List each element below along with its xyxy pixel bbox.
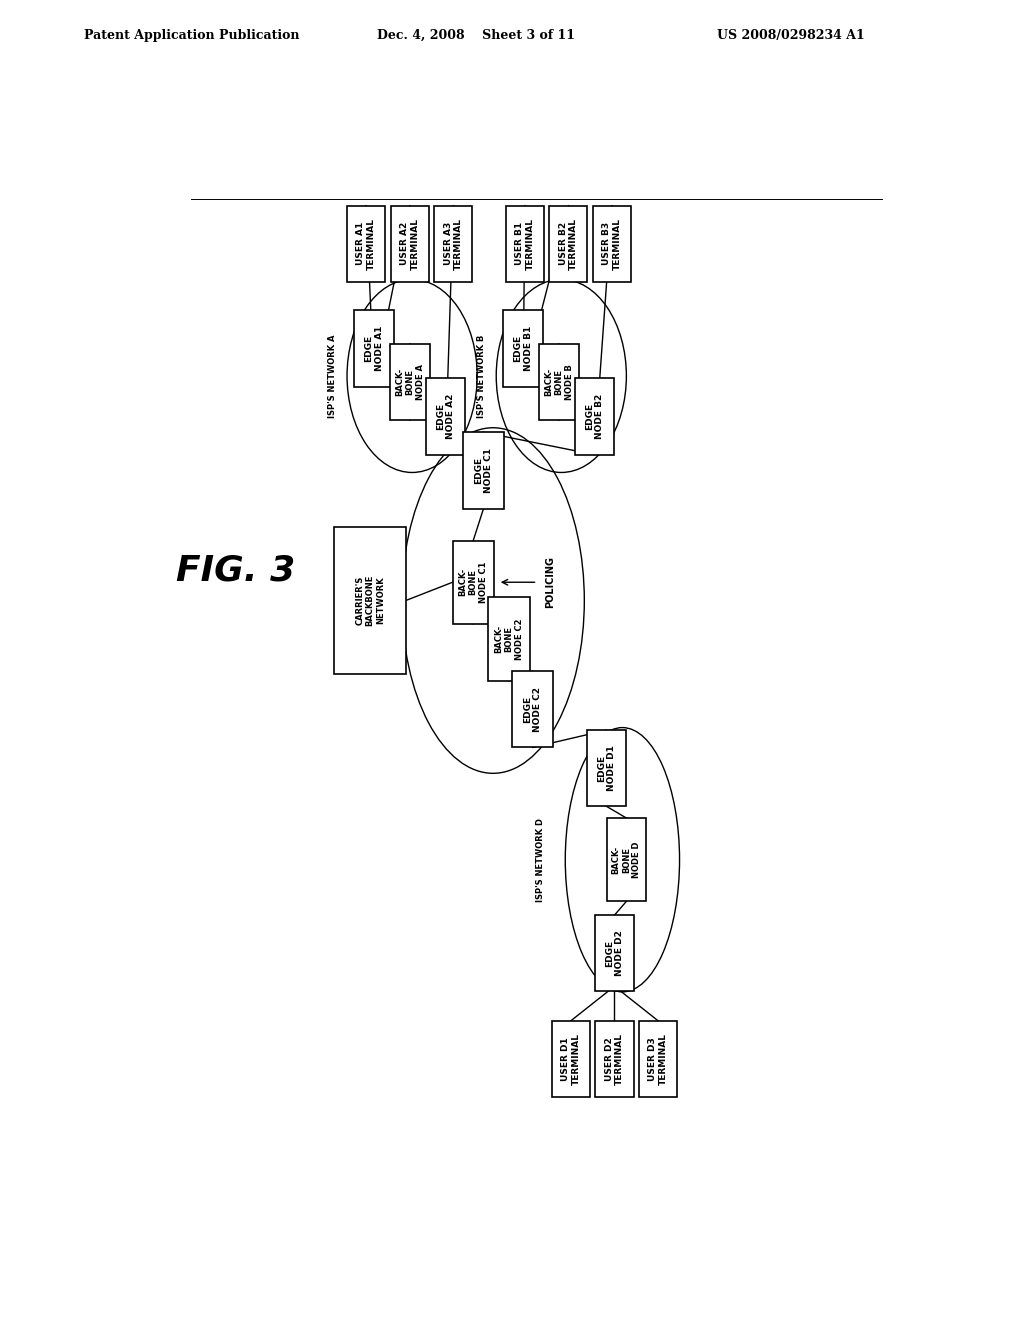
Bar [426, 379, 465, 454]
Bar [552, 1020, 590, 1097]
Text: US 2008/0298234 A1: US 2008/0298234 A1 [717, 29, 864, 42]
Bar [453, 541, 494, 624]
Text: USER A3
TERMINAL: USER A3 TERMINAL [443, 218, 463, 269]
Bar [606, 818, 646, 902]
Bar [390, 345, 430, 420]
Text: ISP'S NETWORK A: ISP'S NETWORK A [329, 334, 337, 417]
Bar [539, 345, 579, 420]
Text: USER B3
TERMINAL: USER B3 TERMINAL [602, 218, 622, 269]
Bar [587, 730, 627, 807]
Text: USER D2
TERMINAL: USER D2 TERMINAL [605, 1034, 625, 1085]
Text: USER A2
TERMINAL: USER A2 TERMINAL [400, 218, 420, 269]
Text: EDGE
NODE B1: EDGE NODE B1 [513, 326, 532, 371]
Text: EDGE
NODE C2: EDGE NODE C2 [523, 686, 543, 731]
Text: BACK-
BONE
NODE A: BACK- BONE NODE A [395, 364, 425, 400]
Bar [463, 433, 504, 508]
Bar [595, 1020, 634, 1097]
Text: Dec. 4, 2008    Sheet 3 of 11: Dec. 4, 2008 Sheet 3 of 11 [377, 29, 574, 42]
Text: EDGE
NODE A1: EDGE NODE A1 [365, 326, 384, 371]
Bar [354, 310, 394, 387]
Text: EDGE
NODE B2: EDGE NODE B2 [585, 393, 604, 440]
Text: USER B2
TERMINAL: USER B2 TERMINAL [559, 218, 579, 269]
Bar [593, 206, 631, 282]
Text: CARRIER'S
BACKBONE
NETWORK: CARRIER'S BACKBONE NETWORK [355, 574, 385, 626]
Bar [347, 206, 385, 282]
Text: Patent Application Publication: Patent Application Publication [84, 29, 299, 42]
Bar [550, 206, 588, 282]
Text: BACK-
BONE
NODE C1: BACK- BONE NODE C1 [459, 561, 488, 603]
Text: BACK-
BONE
NODE B: BACK- BONE NODE B [544, 364, 573, 400]
Bar [434, 206, 472, 282]
Bar [488, 598, 529, 681]
Bar [334, 527, 406, 675]
Text: USER B1
TERMINAL: USER B1 TERMINAL [515, 218, 535, 269]
Text: BACK-
BONE
NODE D: BACK- BONE NODE D [611, 841, 641, 878]
Bar [504, 310, 543, 387]
Bar [595, 915, 634, 991]
Text: POLICING: POLICING [546, 556, 555, 609]
Bar [639, 1020, 677, 1097]
Text: CARRIER'S
BACKBONE NETWORK: CARRIER'S BACKBONE NETWORK [371, 549, 390, 652]
Bar [506, 206, 544, 282]
Bar [512, 671, 553, 747]
Bar [391, 206, 429, 282]
Text: EDGE
NODE C1: EDGE NODE C1 [474, 447, 494, 492]
Text: ISP'S NETWORK B: ISP'S NETWORK B [477, 334, 486, 417]
Text: USER D1
TERMINAL: USER D1 TERMINAL [561, 1034, 581, 1085]
Text: EDGE
NODE A2: EDGE NODE A2 [436, 393, 455, 440]
Text: FIG. 3: FIG. 3 [175, 553, 295, 587]
Text: USER A1
TERMINAL: USER A1 TERMINAL [356, 218, 376, 269]
Text: ISP'S NETWORK D: ISP'S NETWORK D [537, 817, 545, 902]
Text: EDGE
NODE D2: EDGE NODE D2 [605, 931, 625, 977]
Text: BACK-
BONE
NODE C2: BACK- BONE NODE C2 [494, 618, 524, 660]
Bar [574, 379, 614, 454]
Text: EDGE
NODE D1: EDGE NODE D1 [597, 746, 616, 791]
Text: USER D3
TERMINAL: USER D3 TERMINAL [648, 1034, 668, 1085]
